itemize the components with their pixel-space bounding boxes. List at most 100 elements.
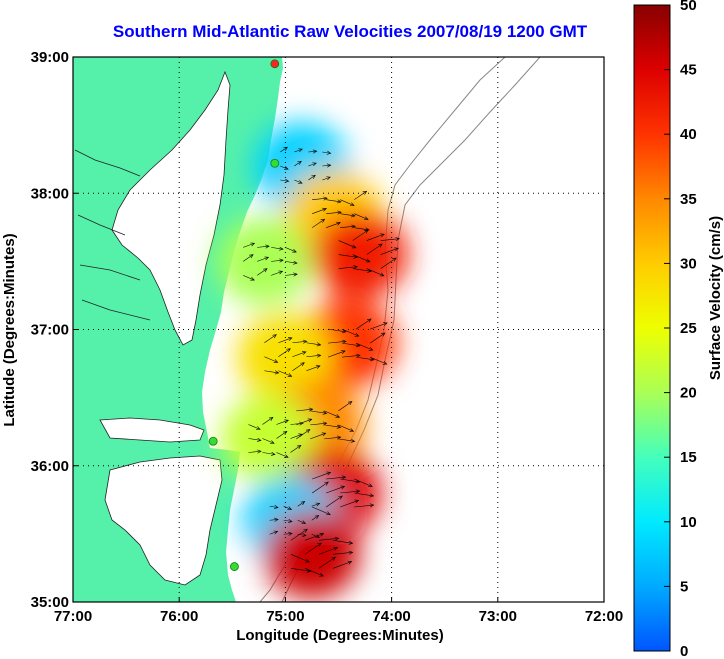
velocity-arrowhead (298, 148, 303, 153)
velocity-arrow (318, 547, 338, 555)
velocity-arrowhead (279, 246, 284, 251)
velocity-arrow (355, 318, 372, 330)
colorbar-tick-label: 30 (680, 255, 697, 272)
velocity-arrowhead (273, 359, 279, 363)
velocity-arrow (304, 533, 324, 541)
velocity-arrow (271, 259, 284, 262)
velocity-arrow (290, 433, 303, 439)
velocity-arrowhead (351, 213, 356, 218)
velocity-arrowhead (302, 339, 308, 344)
velocity-arrow (243, 275, 255, 281)
pamlico-sound (104, 455, 223, 586)
velocity-arrow (354, 492, 374, 497)
velocity-arrowhead (288, 519, 293, 523)
velocity-arrowhead (380, 233, 385, 238)
velocity-arrow (292, 362, 305, 371)
velocity-arrow (326, 486, 345, 494)
velocity-arrow (290, 568, 311, 572)
velocity-arrowhead (326, 150, 332, 155)
river-potomac (74, 149, 151, 321)
velocity-arrow (306, 355, 321, 358)
velocity-arrow (318, 538, 339, 541)
velocity-arrowhead (279, 258, 284, 263)
velocity-arrow (340, 213, 356, 217)
velocity-arrowhead (337, 210, 342, 215)
velocity-arrow (322, 164, 331, 167)
velocity-arrow (324, 436, 341, 440)
velocity-arrow (312, 481, 329, 494)
velocity-arrow (308, 162, 317, 167)
velocity-arrowhead (274, 505, 279, 509)
velocity-arrow (311, 503, 320, 507)
velocity-arrow (328, 350, 346, 358)
velocity-arrow (366, 243, 383, 255)
colorbar-tick-label: 25 (680, 320, 697, 337)
radar-site-marker (270, 59, 280, 69)
velocity-arrow (248, 450, 262, 453)
velocity-arrowhead (380, 332, 386, 337)
velocity-arrowhead (335, 414, 341, 418)
velocity-arrow (292, 341, 307, 344)
y-tick-label: 37:00 (31, 322, 69, 339)
velocity-arrow (326, 476, 346, 480)
velocity-arrow (380, 257, 397, 269)
colorbar-tick-label: 0 (680, 643, 688, 659)
velocity-arrow (318, 556, 336, 569)
velocity-arrowhead (316, 342, 322, 347)
velocity-arrowhead (263, 268, 268, 273)
velocity-arrow (271, 247, 284, 250)
y-tick-label: 39:00 (31, 49, 69, 66)
velocity-arrowhead (379, 272, 385, 277)
chart-title: Southern Mid-Atlantic Raw Velocities 200… (112, 22, 588, 41)
velocity-arrowhead (302, 533, 307, 537)
velocity-arrowhead (314, 515, 320, 520)
x-tick-label: 73:00 (479, 608, 517, 625)
colorbar-tick-label: 40 (680, 126, 697, 143)
velocity-arrow (262, 438, 275, 444)
velocity-arrowhead (274, 517, 279, 522)
velocity-arrowhead (369, 503, 375, 508)
velocity-arrowhead (315, 502, 321, 507)
velocity-arrow (354, 213, 369, 220)
velocity-arrowhead (321, 432, 327, 437)
x-tick-label: 77:00 (54, 608, 92, 625)
velocity-arrow (332, 561, 352, 569)
velocity-arrowhead (367, 268, 372, 273)
velocity-arrow (311, 533, 320, 538)
velocity-arrowhead (287, 373, 293, 377)
velocity-arrow (370, 322, 388, 330)
velocity-arrowhead (322, 410, 328, 415)
velocity-arrowhead (366, 318, 372, 323)
velocity-arrow (280, 179, 289, 182)
velocity-arrowhead (378, 243, 383, 248)
velocity-arrowhead (320, 218, 326, 223)
velocity-arrowhead (351, 244, 357, 249)
x-tick-label: 74:00 (372, 608, 410, 625)
velocity-arrowhead (365, 227, 370, 232)
velocity-arrow (354, 504, 374, 508)
velocity-arrowhead (322, 207, 327, 212)
velocity-arrowhead (326, 471, 332, 476)
velocity-arrow (297, 519, 306, 524)
velocity-arrow (292, 351, 307, 358)
velocity-arrow (306, 365, 321, 372)
velocity-arrow (338, 254, 358, 258)
velocity-arrowhead (271, 451, 276, 456)
velocity-arrowhead (326, 163, 332, 168)
velocity-arrowhead (356, 353, 361, 358)
colorbar-tick-label: 15 (680, 449, 697, 466)
velocity-arrowhead (257, 437, 262, 442)
velocity-arrowhead (249, 254, 254, 259)
velocity-arrow (352, 254, 370, 263)
velocity-arrowhead (284, 178, 290, 183)
velocity-arrow (296, 429, 311, 440)
velocity-arrow (262, 417, 274, 425)
velocity-arrow (338, 240, 356, 249)
velocity-arrowhead (319, 572, 324, 577)
velocity-arrowhead (353, 254, 358, 259)
velocity-arrow (264, 334, 277, 343)
velocity-arrowhead (392, 257, 397, 262)
velocity-arrowhead (316, 353, 322, 358)
velocity-arrow (285, 247, 297, 253)
